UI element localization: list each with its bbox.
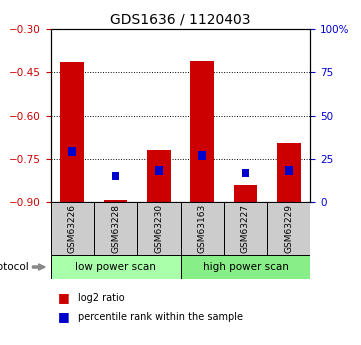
Text: GSM63226: GSM63226: [68, 204, 77, 253]
Text: high power scan: high power scan: [203, 262, 288, 272]
Bar: [112, 171, 119, 180]
Bar: [267, 202, 310, 255]
Text: GSM63228: GSM63228: [111, 204, 120, 253]
Text: protocol: protocol: [0, 262, 29, 272]
Bar: [147, 150, 171, 202]
Bar: [190, 61, 214, 202]
Text: GDS1636 / 1120403: GDS1636 / 1120403: [110, 12, 251, 26]
Bar: [68, 147, 76, 156]
Bar: [155, 166, 163, 175]
Text: GSM63163: GSM63163: [198, 204, 206, 253]
Bar: [277, 143, 301, 202]
Text: GSM63229: GSM63229: [284, 204, 293, 253]
Bar: [285, 166, 293, 175]
Text: log2 ratio: log2 ratio: [78, 293, 124, 303]
Bar: [242, 169, 249, 177]
Bar: [224, 202, 267, 255]
Bar: [234, 185, 257, 202]
Bar: [180, 255, 310, 279]
Bar: [51, 255, 180, 279]
Text: GSM63230: GSM63230: [155, 204, 163, 253]
Bar: [198, 151, 206, 159]
Bar: [60, 62, 84, 202]
Text: percentile rank within the sample: percentile rank within the sample: [78, 312, 243, 322]
Text: ■: ■: [58, 291, 70, 304]
Text: low power scan: low power scan: [75, 262, 156, 272]
Bar: [104, 200, 127, 202]
Bar: [94, 202, 137, 255]
Bar: [180, 202, 224, 255]
Text: ■: ■: [58, 310, 70, 323]
Text: GSM63227: GSM63227: [241, 204, 250, 253]
Bar: [51, 202, 94, 255]
Bar: [137, 202, 180, 255]
